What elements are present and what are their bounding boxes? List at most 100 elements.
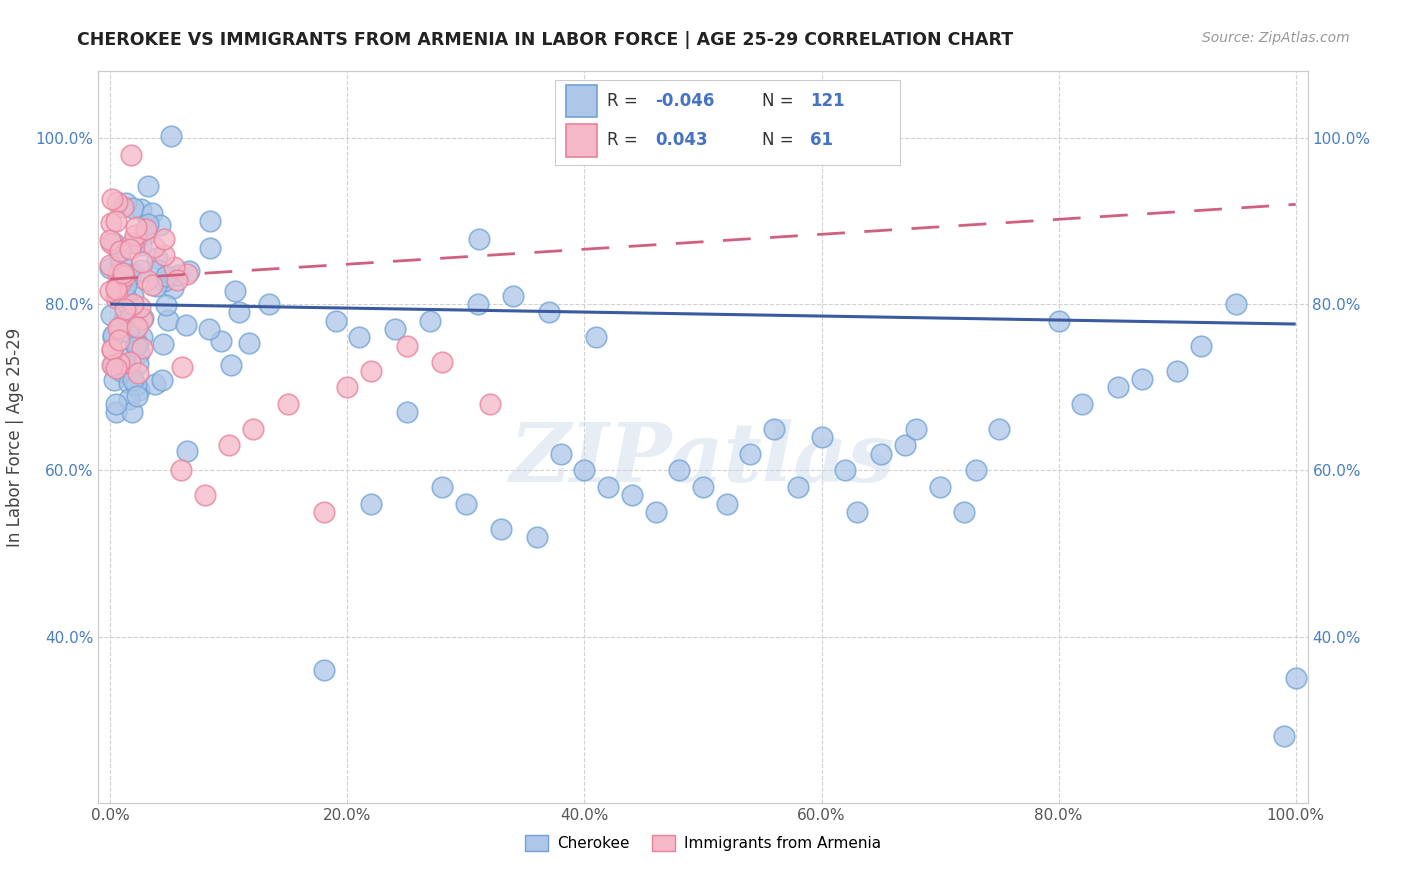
Point — [598, 480, 620, 494]
Point — [177, 264, 200, 278]
Text: N =: N = — [762, 92, 799, 110]
Point — [432, 355, 454, 369]
Point — [160, 128, 183, 143]
Point — [170, 463, 193, 477]
Point — [103, 330, 125, 344]
Point — [114, 277, 136, 292]
Point — [502, 289, 524, 303]
Point — [138, 178, 160, 193]
Point — [242, 422, 264, 436]
Point — [100, 343, 122, 358]
Point — [585, 330, 607, 344]
Point — [893, 438, 915, 452]
Point — [716, 497, 738, 511]
Point — [1166, 363, 1188, 377]
Point — [620, 488, 643, 502]
Point — [198, 214, 221, 228]
Point — [127, 366, 149, 380]
Point — [574, 463, 596, 477]
Point — [1130, 372, 1153, 386]
Point — [128, 383, 150, 397]
Point — [152, 337, 174, 351]
Point — [846, 505, 869, 519]
Point — [103, 236, 125, 251]
Point — [105, 291, 128, 305]
Point — [1225, 297, 1247, 311]
Point — [110, 255, 132, 269]
Point — [110, 244, 132, 258]
Point — [103, 373, 125, 387]
Point — [384, 322, 406, 336]
Point — [131, 330, 153, 344]
Point — [131, 311, 153, 326]
Point — [101, 358, 124, 372]
Point — [127, 335, 149, 350]
Point — [395, 405, 418, 419]
Text: R =: R = — [607, 92, 643, 110]
Point — [136, 218, 159, 232]
Point — [1272, 729, 1295, 743]
Point — [763, 422, 786, 436]
Point — [136, 272, 159, 286]
Point — [104, 280, 127, 294]
Text: Source: ZipAtlas.com: Source: ZipAtlas.com — [1202, 31, 1350, 45]
Point — [122, 373, 145, 387]
Point — [100, 258, 122, 272]
Point — [146, 251, 169, 265]
Point — [129, 202, 152, 217]
Legend: Cherokee, Immigrants from Armenia: Cherokee, Immigrants from Armenia — [519, 830, 887, 857]
Point — [112, 266, 135, 280]
Point — [150, 373, 173, 387]
Point — [100, 192, 122, 206]
Point — [467, 297, 489, 311]
Point — [117, 325, 139, 339]
Point — [108, 356, 131, 370]
Point — [122, 268, 145, 282]
Point — [105, 397, 128, 411]
Point — [419, 314, 441, 328]
Point — [110, 244, 132, 258]
Point — [105, 405, 128, 419]
Point — [257, 297, 280, 311]
Point — [155, 298, 177, 312]
Point — [162, 281, 184, 295]
Text: -0.046: -0.046 — [655, 92, 714, 110]
Point — [114, 301, 136, 316]
Point — [129, 262, 152, 277]
Point — [121, 289, 143, 303]
Point — [152, 247, 174, 261]
Point — [125, 378, 148, 392]
Point — [325, 314, 347, 328]
Point — [108, 356, 131, 370]
Point — [905, 422, 928, 436]
Point — [740, 447, 762, 461]
Point — [100, 216, 122, 230]
Point — [952, 505, 974, 519]
Point — [124, 335, 146, 350]
Point — [219, 358, 242, 372]
Text: ZIPatlas: ZIPatlas — [510, 419, 896, 499]
Point — [125, 235, 148, 250]
Point — [124, 228, 146, 243]
Y-axis label: In Labor Force | Age 25-29: In Labor Force | Age 25-29 — [7, 327, 24, 547]
Point — [122, 201, 145, 215]
Point — [141, 278, 163, 293]
Point — [107, 333, 129, 347]
Point — [224, 284, 246, 298]
Point — [176, 444, 198, 458]
Point — [834, 463, 856, 477]
Point — [121, 405, 143, 419]
Point — [129, 238, 152, 252]
Text: N =: N = — [762, 131, 799, 150]
Point — [110, 363, 132, 377]
Point — [1189, 339, 1212, 353]
Point — [131, 255, 153, 269]
Point — [395, 339, 418, 353]
Point — [149, 218, 172, 232]
Text: 121: 121 — [810, 92, 845, 110]
Point — [478, 397, 501, 411]
Point — [135, 227, 157, 241]
Point — [114, 291, 136, 305]
Point — [786, 480, 808, 494]
Point — [107, 320, 129, 334]
